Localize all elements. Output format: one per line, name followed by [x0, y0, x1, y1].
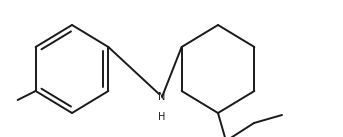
- Text: N: N: [158, 92, 166, 102]
- Text: H: H: [158, 112, 166, 122]
